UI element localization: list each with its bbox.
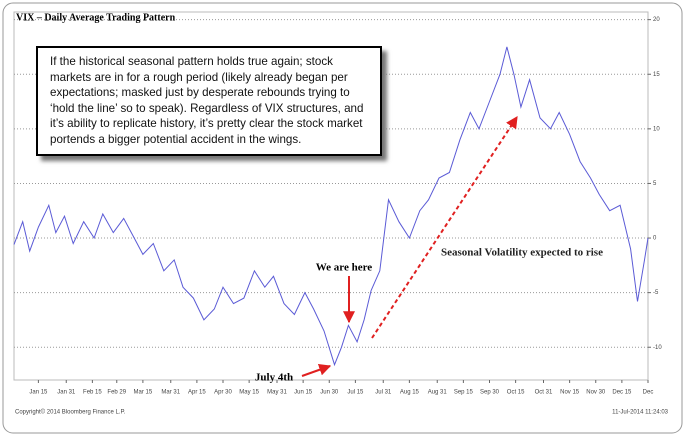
annotation: July 4th <box>255 372 293 384</box>
x-tick-label: Jan 31 <box>57 390 76 396</box>
x-tick-label: Dec <box>643 390 654 396</box>
x-tick-label: Sep 15 <box>454 390 474 396</box>
x-tick-label: Oct 15 <box>507 390 525 396</box>
trend-arrow <box>371 115 518 339</box>
x-tick-label: Jul 15 <box>347 390 364 396</box>
annotation-box: If the historical seasonal pattern holds… <box>36 46 382 156</box>
footer-right: 11-Jul-2014 11:24:03 <box>612 410 668 416</box>
x-tick-label: Nov 30 <box>586 390 606 396</box>
x-tick-label: Apr 15 <box>188 390 206 396</box>
x-tick-label: Oct 31 <box>535 390 553 396</box>
arrow <box>301 363 332 377</box>
y-tick-label: 20 <box>653 17 660 23</box>
y-tick-label: 10 <box>653 126 660 132</box>
x-tick-label: Sep 30 <box>480 390 500 396</box>
x-tick-label: Jan 15 <box>29 390 48 396</box>
x-tick-label: Aug 15 <box>400 390 420 396</box>
x-tick-label: Mar 15 <box>134 390 153 396</box>
chart-title: VIX – Daily Average Trading Pattern <box>16 12 176 23</box>
annotation: We are here <box>316 262 373 274</box>
x-tick-label: Jun 30 <box>320 390 339 396</box>
x-tick-label: Mar 31 <box>161 390 180 396</box>
footer-left: Copyright© 2014 Bloomberg Finance L.P. <box>15 409 126 416</box>
x-tick-label: May 31 <box>267 390 287 396</box>
x-tick-label: Dec 15 <box>612 390 632 396</box>
data-line <box>13 46 649 367</box>
x-tick-label: Jul 31 <box>375 390 392 396</box>
y-tick-label: -5 <box>653 290 659 296</box>
annotation: Seasonal Volatility expected to rise <box>441 247 603 259</box>
y-tick-label: -10 <box>653 345 662 351</box>
x-tick-label: May 15 <box>239 390 259 396</box>
plot-area <box>13 11 649 381</box>
y-tick-label: 0 <box>653 236 657 242</box>
x-tick-label: Feb 29 <box>107 390 126 396</box>
y-tick-label: 5 <box>653 181 657 187</box>
x-tick-label: Nov 15 <box>560 390 580 396</box>
x-tick-label: Apr 30 <box>214 390 232 396</box>
x-tick-label: Aug 31 <box>428 390 448 396</box>
y-tick-label: 15 <box>653 72 660 78</box>
x-tick-label: Feb 15 <box>83 390 102 396</box>
x-tick-label: Jun 15 <box>294 390 313 396</box>
